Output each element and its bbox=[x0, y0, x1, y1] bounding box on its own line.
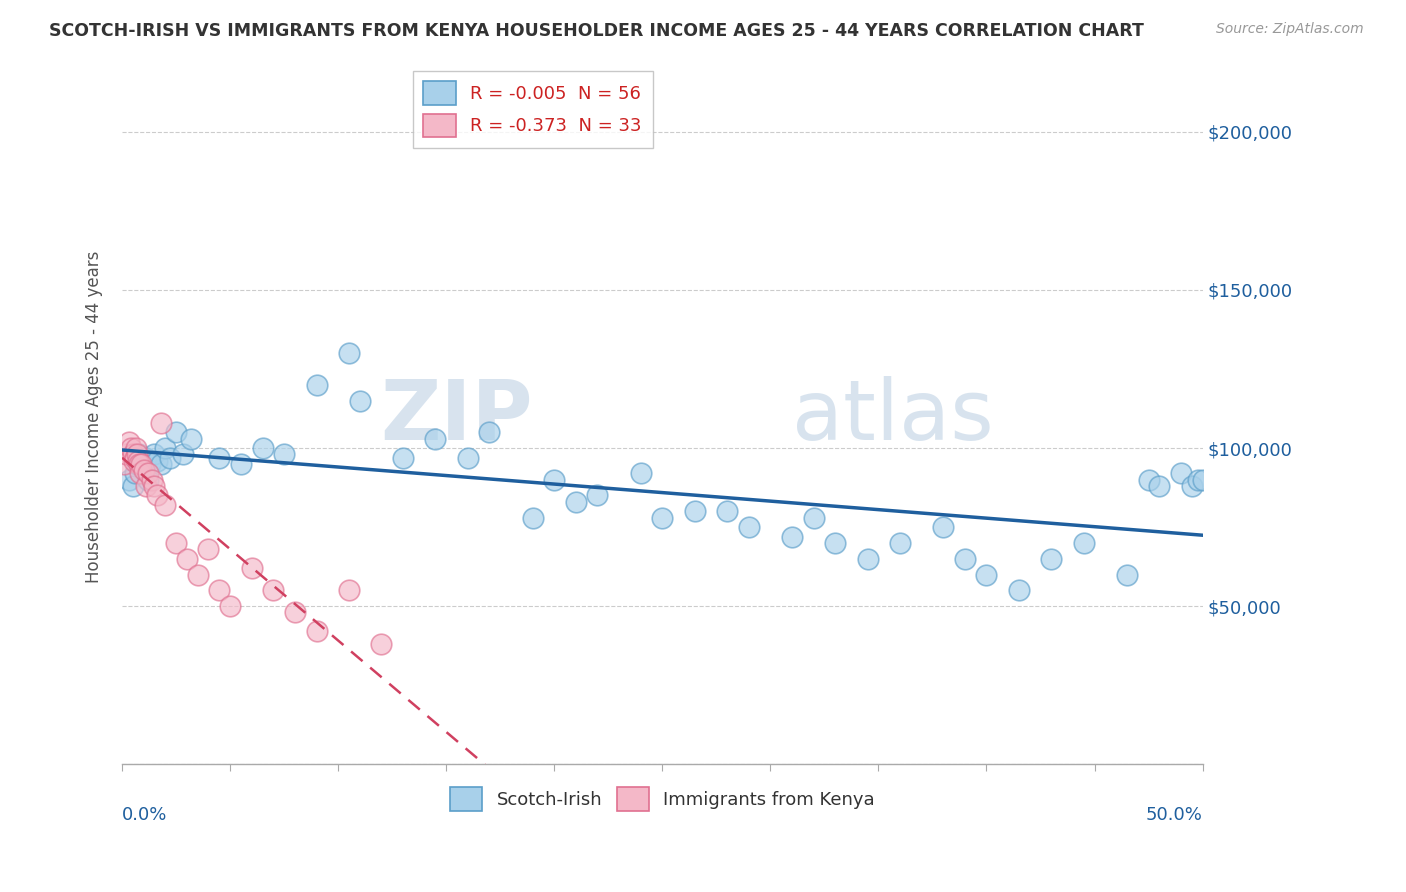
Point bbox=[131, 457, 153, 471]
Text: Source: ZipAtlas.com: Source: ZipAtlas.com bbox=[1216, 22, 1364, 37]
Point bbox=[121, 479, 143, 493]
Point bbox=[115, 447, 138, 461]
Point bbox=[121, 447, 143, 461]
Point bbox=[240, 561, 263, 575]
Point bbox=[1040, 551, 1063, 566]
Point bbox=[457, 450, 479, 465]
Point bbox=[129, 467, 152, 481]
Point bbox=[425, 432, 447, 446]
Point bbox=[305, 377, 328, 392]
Point bbox=[1116, 567, 1139, 582]
Point bbox=[132, 463, 155, 477]
Point bbox=[953, 551, 976, 566]
Text: ZIP: ZIP bbox=[380, 376, 533, 457]
Point bbox=[155, 441, 177, 455]
Point bbox=[136, 473, 159, 487]
Point bbox=[124, 467, 146, 481]
Text: atlas: atlas bbox=[792, 376, 994, 457]
Point bbox=[889, 536, 911, 550]
Point bbox=[145, 453, 167, 467]
Point bbox=[337, 346, 360, 360]
Point bbox=[478, 425, 501, 440]
Point bbox=[127, 447, 149, 461]
Point bbox=[159, 450, 181, 465]
Point bbox=[135, 479, 157, 493]
Point bbox=[392, 450, 415, 465]
Point bbox=[683, 504, 706, 518]
Point bbox=[155, 498, 177, 512]
Point bbox=[856, 551, 879, 566]
Point bbox=[145, 488, 167, 502]
Point bbox=[229, 457, 252, 471]
Point bbox=[1170, 467, 1192, 481]
Point bbox=[1181, 479, 1204, 493]
Point bbox=[586, 488, 609, 502]
Point bbox=[252, 441, 274, 455]
Point bbox=[1137, 473, 1160, 487]
Point bbox=[117, 434, 139, 449]
Text: SCOTCH-IRISH VS IMMIGRANTS FROM KENYA HOUSEHOLDER INCOME AGES 25 - 44 YEARS CORR: SCOTCH-IRISH VS IMMIGRANTS FROM KENYA HO… bbox=[49, 22, 1144, 40]
Point bbox=[305, 624, 328, 639]
Point bbox=[139, 457, 162, 471]
Point bbox=[219, 599, 242, 614]
Point bbox=[187, 567, 209, 582]
Point bbox=[1187, 473, 1209, 487]
Point bbox=[165, 425, 187, 440]
Point bbox=[1149, 479, 1171, 493]
Text: 0.0%: 0.0% bbox=[122, 806, 167, 824]
Point bbox=[149, 457, 172, 471]
Point bbox=[824, 536, 846, 550]
Point bbox=[124, 450, 146, 465]
Point bbox=[262, 583, 284, 598]
Point bbox=[132, 460, 155, 475]
Point bbox=[136, 467, 159, 481]
Point bbox=[803, 510, 825, 524]
Point bbox=[651, 510, 673, 524]
Point bbox=[128, 457, 150, 471]
Point bbox=[565, 495, 588, 509]
Point bbox=[176, 551, 198, 566]
Point bbox=[208, 450, 231, 465]
Text: 50.0%: 50.0% bbox=[1146, 806, 1202, 824]
Point bbox=[738, 520, 761, 534]
Point bbox=[337, 583, 360, 598]
Point bbox=[273, 447, 295, 461]
Point bbox=[122, 453, 145, 467]
Point bbox=[180, 432, 202, 446]
Point bbox=[370, 637, 392, 651]
Point bbox=[127, 453, 149, 467]
Y-axis label: Householder Income Ages 25 - 44 years: Householder Income Ages 25 - 44 years bbox=[86, 251, 103, 582]
Point bbox=[149, 416, 172, 430]
Point bbox=[976, 567, 998, 582]
Point bbox=[543, 473, 565, 487]
Point bbox=[127, 457, 149, 471]
Point bbox=[208, 583, 231, 598]
Legend: Scotch-Irish, Immigrants from Kenya: Scotch-Irish, Immigrants from Kenya bbox=[443, 780, 883, 818]
Point bbox=[131, 453, 153, 467]
Point bbox=[125, 441, 148, 455]
Point bbox=[117, 473, 139, 487]
Point bbox=[349, 393, 371, 408]
Point bbox=[1008, 583, 1031, 598]
Point bbox=[172, 447, 194, 461]
Point bbox=[120, 441, 142, 455]
Point bbox=[780, 530, 803, 544]
Point bbox=[135, 450, 157, 465]
Point bbox=[197, 542, 219, 557]
Point bbox=[1191, 473, 1213, 487]
Point bbox=[284, 606, 307, 620]
Point bbox=[932, 520, 955, 534]
Point bbox=[1073, 536, 1095, 550]
Point bbox=[112, 457, 135, 471]
Point bbox=[128, 447, 150, 461]
Point bbox=[141, 473, 163, 487]
Point bbox=[143, 447, 166, 461]
Point bbox=[165, 536, 187, 550]
Point bbox=[522, 510, 544, 524]
Point bbox=[716, 504, 738, 518]
Point bbox=[143, 479, 166, 493]
Point bbox=[630, 467, 652, 481]
